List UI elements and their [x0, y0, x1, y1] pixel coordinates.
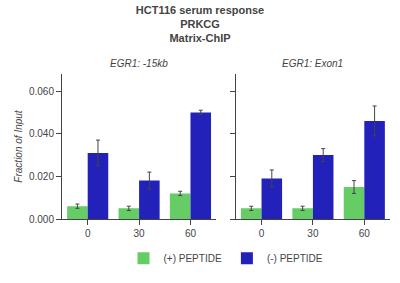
svg-text:(-) PEPTIDE: (-) PEPTIDE	[267, 253, 323, 264]
svg-text:30: 30	[134, 228, 146, 239]
svg-text:0.000: 0.000	[29, 214, 54, 225]
svg-text:30: 30	[307, 228, 319, 239]
svg-text:HCT116 serum responsePRKCGMatr: HCT116 serum responsePRKCGMatrix-ChIP	[136, 4, 264, 45]
svg-text:Fraction of Input: Fraction of Input	[13, 109, 24, 182]
svg-text:60: 60	[359, 228, 371, 239]
svg-text:0.040: 0.040	[29, 128, 54, 139]
svg-text:EGR1: -15kb: EGR1: -15kb	[110, 58, 168, 69]
svg-text:0: 0	[259, 228, 265, 239]
svg-text:0.020: 0.020	[29, 171, 54, 182]
svg-text:(+) PEPTIDE: (+) PEPTIDE	[164, 253, 222, 264]
svg-text:60: 60	[185, 228, 197, 239]
svg-text:0.060: 0.060	[29, 86, 54, 97]
svg-text:EGR1: Exon1: EGR1: Exon1	[282, 58, 343, 69]
svg-text:0: 0	[85, 228, 91, 239]
